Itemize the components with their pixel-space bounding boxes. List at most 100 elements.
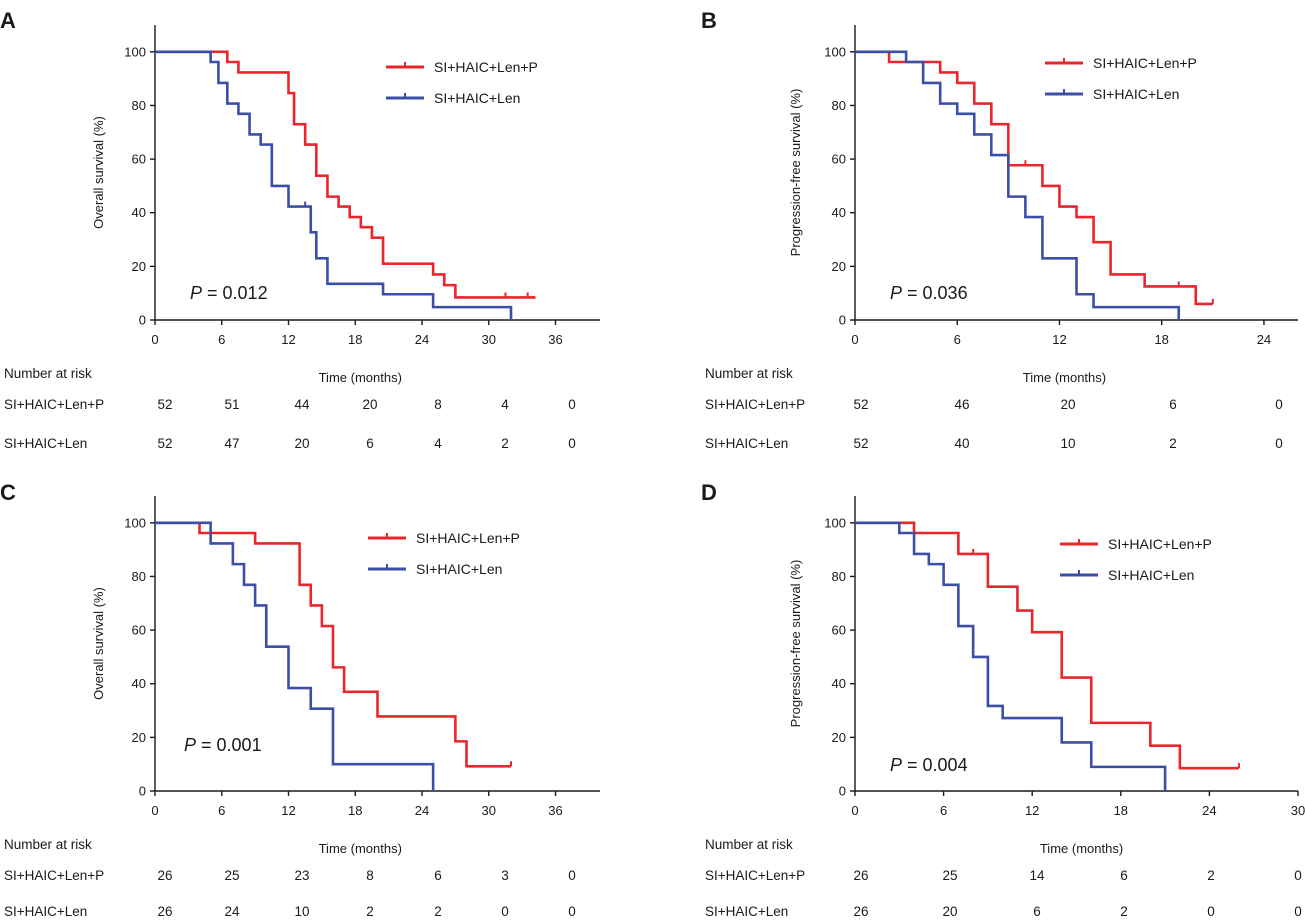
y-tick-label: 100 (824, 515, 846, 530)
risk-count: 20 (294, 436, 309, 451)
risk-count: 4 (501, 397, 509, 412)
x-tick-label: 36 (548, 332, 562, 347)
risk-count: 25 (942, 868, 957, 883)
risk-count: 14 (1029, 868, 1045, 883)
legend-label: SI+HAIC+Len+P (1093, 55, 1197, 71)
series-line-control (155, 50, 513, 320)
y-tick-label: 80 (832, 98, 846, 113)
series-line-treatment (155, 521, 511, 768)
risk-count: 52 (157, 436, 172, 451)
risk-row-label: SI+HAIC+Len (4, 436, 87, 451)
y-tick-label: 0 (139, 784, 146, 799)
risk-row-label: SI+HAIC+Len+P (705, 868, 805, 883)
series-line-treatment (155, 50, 536, 299)
x-tick-label: 18 (1114, 803, 1128, 818)
risk-count: 44 (294, 397, 310, 412)
risk-count: 26 (853, 868, 868, 883)
x-tick-label: 12 (1025, 803, 1039, 818)
y-tick-label: 40 (132, 676, 146, 691)
risk-count: 2 (1207, 868, 1215, 883)
series-line-control (155, 521, 435, 791)
legend-label: SI+HAIC+Len+P (434, 59, 538, 75)
legend-label: SI+HAIC+Len+P (416, 530, 520, 546)
risk-count: 25 (224, 868, 239, 883)
x-axis-label: Time (months) (319, 370, 402, 385)
risk-count: 2 (366, 904, 374, 919)
x-tick-label: 24 (415, 803, 429, 818)
risk-count: 40 (954, 436, 969, 451)
x-tick-label: 0 (151, 332, 158, 347)
panel-letter: A (0, 8, 16, 33)
y-tick-label: 40 (832, 676, 846, 691)
x-axis-label: Time (months) (1040, 841, 1123, 856)
p-value: P = 0.004 (890, 755, 968, 775)
y-tick-label: 0 (839, 313, 846, 328)
risk-count: 6 (1120, 868, 1128, 883)
risk-count: 0 (1275, 436, 1283, 451)
risk-count: 2 (501, 436, 509, 451)
legend-label: SI+HAIC+Len (416, 561, 502, 577)
x-tick-label: 0 (851, 803, 858, 818)
x-tick-label: 18 (1154, 332, 1168, 347)
x-tick-label: 12 (281, 803, 295, 818)
risk-count: 0 (501, 904, 509, 919)
risk-count: 3 (501, 868, 509, 883)
risk-count: 6 (366, 436, 374, 451)
y-axis-label: Progression-free survival (%) (788, 89, 803, 257)
risk-count: 51 (224, 397, 239, 412)
risk-count: 0 (568, 868, 576, 883)
x-tick-label: 18 (348, 332, 362, 347)
y-tick-label: 100 (124, 44, 146, 59)
risk-count: 20 (1060, 397, 1075, 412)
risk-count: 4 (434, 436, 442, 451)
y-tick-label: 100 (824, 44, 846, 59)
legend-label: SI+HAIC+Len (434, 90, 520, 106)
y-tick-label: 20 (832, 730, 846, 745)
y-tick-label: 80 (132, 98, 146, 113)
risk-count: 6 (434, 868, 442, 883)
y-axis-label: Overall survival (%) (91, 116, 106, 229)
risk-count: 52 (853, 436, 868, 451)
risk-count: 26 (157, 868, 172, 883)
risk-count: 6 (1169, 397, 1177, 412)
risk-row-label: SI+HAIC+Len (705, 436, 788, 451)
legend-label: SI+HAIC+Len (1108, 567, 1194, 583)
series-line-control (855, 50, 1181, 320)
x-axis-label: Time (months) (1023, 370, 1106, 385)
x-tick-label: 24 (1202, 803, 1216, 818)
risk-count: 20 (362, 397, 377, 412)
x-tick-label: 6 (218, 332, 225, 347)
risk-count: 10 (1060, 436, 1075, 451)
risk-count: 10 (294, 904, 309, 919)
y-tick-label: 80 (132, 569, 146, 584)
x-tick-label: 30 (482, 803, 496, 818)
risk-count: 2 (434, 904, 442, 919)
risk-count: 47 (224, 436, 239, 451)
risk-count: 23 (294, 868, 309, 883)
y-tick-label: 0 (139, 313, 146, 328)
risk-row-label: SI+HAIC+Len (705, 904, 788, 919)
p-value: P = 0.012 (190, 283, 268, 303)
x-tick-label: 0 (851, 332, 858, 347)
risk-count: 0 (1294, 868, 1302, 883)
y-tick-label: 40 (832, 205, 846, 220)
risk-row-label: SI+HAIC+Len+P (705, 397, 805, 412)
x-tick-label: 36 (548, 803, 562, 818)
risk-count: 2 (1120, 904, 1128, 919)
risk-table-title: Number at risk (705, 366, 793, 381)
y-tick-label: 60 (132, 152, 146, 167)
y-tick-label: 80 (832, 569, 846, 584)
risk-count: 52 (157, 397, 172, 412)
x-tick-label: 30 (1291, 803, 1305, 818)
risk-count: 24 (224, 904, 240, 919)
x-tick-label: 30 (482, 332, 496, 347)
series-line-treatment (855, 521, 1239, 770)
legend-label: SI+HAIC+Len (1093, 86, 1179, 102)
risk-count: 0 (1207, 904, 1215, 919)
x-tick-label: 24 (1257, 332, 1271, 347)
y-tick-label: 100 (124, 515, 146, 530)
risk-count: 0 (568, 436, 576, 451)
